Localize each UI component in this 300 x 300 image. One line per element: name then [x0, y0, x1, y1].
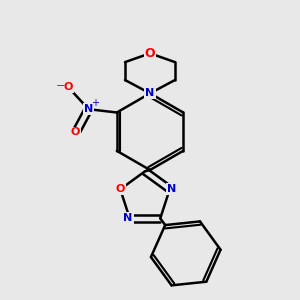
Text: O: O — [145, 47, 155, 60]
Text: O: O — [64, 82, 73, 92]
Text: −: − — [56, 82, 65, 92]
Text: N: N — [146, 88, 154, 98]
Text: N: N — [84, 104, 93, 114]
Text: N: N — [167, 184, 176, 194]
Text: O: O — [116, 184, 125, 194]
Text: O: O — [70, 128, 80, 137]
Text: +: + — [91, 98, 99, 108]
Text: N: N — [123, 213, 133, 223]
